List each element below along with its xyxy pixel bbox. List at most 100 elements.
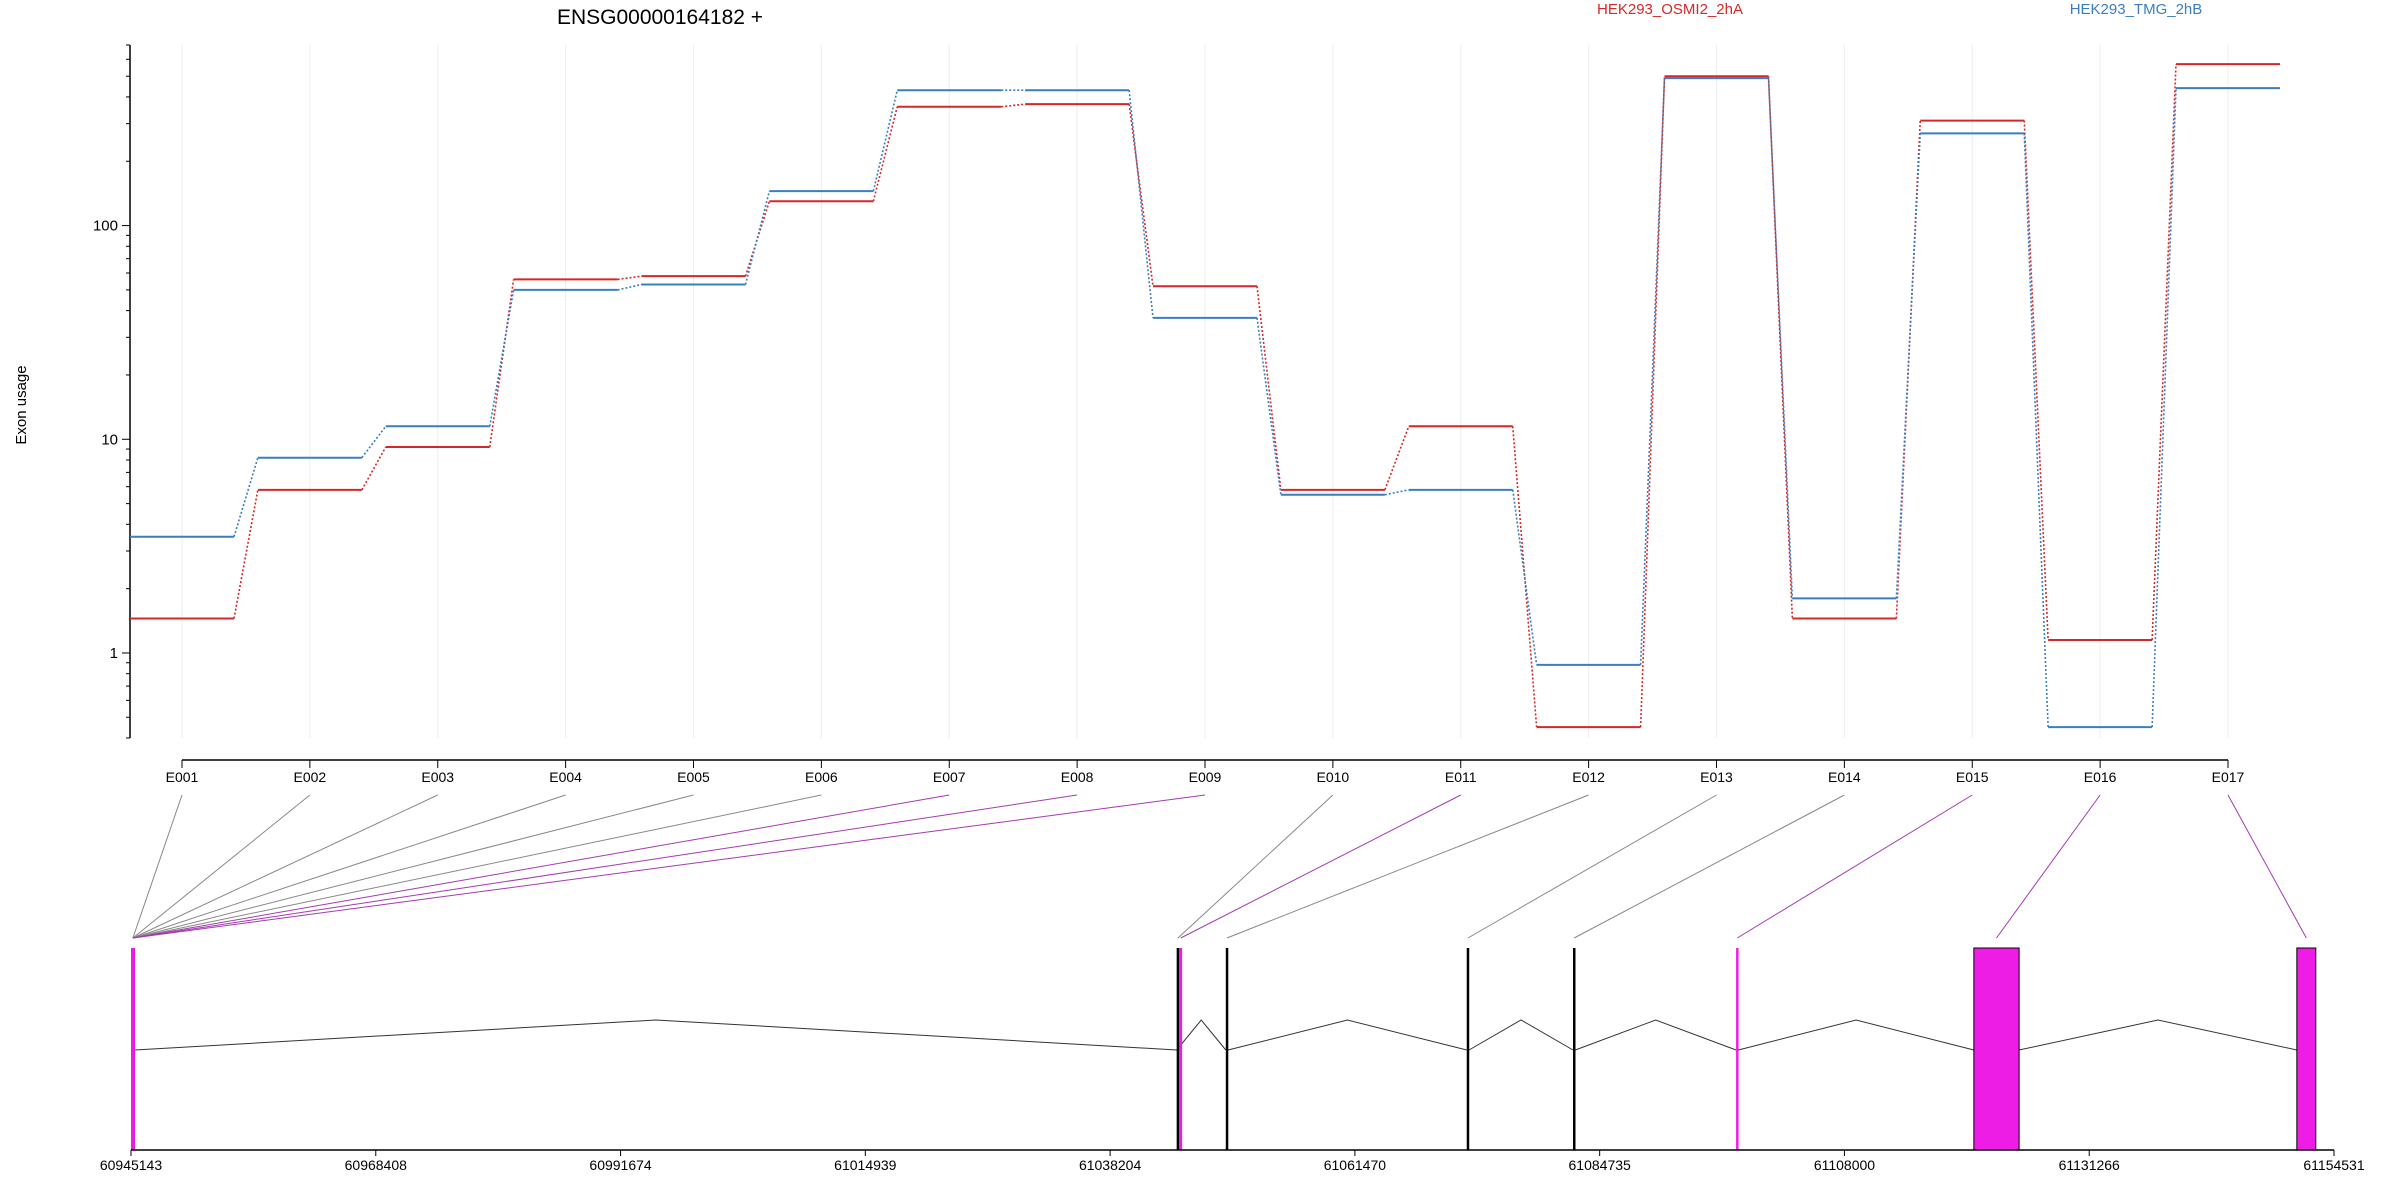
data-connector — [1001, 103, 1026, 108]
intron-arc — [1468, 1019, 1574, 1051]
x-tick-label: E013 — [1700, 769, 1733, 785]
exon-connector-lines — [132, 794, 2307, 939]
exon-connector — [132, 794, 566, 939]
intron-arc — [1176, 1019, 1227, 1051]
exon-connector — [1467, 794, 1717, 939]
y-tick-label: 100 — [93, 218, 118, 235]
series-1 — [130, 77, 2280, 729]
data-connector — [2151, 88, 2177, 728]
intron-arc — [1575, 1019, 1737, 1051]
data-connector — [1384, 426, 1410, 491]
exon-connector — [132, 794, 438, 939]
coord-tick-label: 60968408 — [345, 1157, 408, 1173]
data-connector — [1639, 78, 1666, 665]
data-connector — [233, 457, 259, 537]
x-tick-label: E011 — [1445, 769, 1477, 785]
y-tick-label: 1 — [110, 645, 118, 662]
exon-connector — [1736, 794, 1973, 939]
data-connector — [1128, 104, 1154, 287]
intron-arc — [1738, 1019, 1974, 1051]
exon-box — [1736, 948, 1739, 1150]
data-connector — [1511, 489, 1538, 665]
intron-arc — [2018, 1019, 2297, 1051]
legend-series-1: HEK293_TMG_2hB — [2070, 1, 2203, 18]
exon-box — [1466, 948, 1470, 1150]
exon-connector — [1177, 794, 1334, 939]
data-connector — [488, 289, 515, 427]
x-tick-label: E007 — [933, 769, 966, 785]
chart-title: ENSG00000164182 + — [557, 6, 763, 29]
exon-box — [1225, 948, 1229, 1150]
legend-series-0: HEK293_OSMI2_2hA — [1597, 1, 1743, 18]
x-tick-label: E015 — [1956, 769, 1989, 785]
exon-connector — [1573, 794, 1845, 939]
data-connector — [361, 446, 387, 491]
coord-tick-label: 60945143 — [100, 1157, 163, 1173]
data-connector — [872, 106, 899, 202]
data-connector — [1128, 90, 1154, 318]
x-tick-label: E004 — [549, 769, 582, 785]
y-tick-label: 10 — [101, 431, 118, 448]
y-axis-label: Exon usage — [13, 365, 30, 444]
x-tick-label: E014 — [1828, 769, 1861, 785]
exon-connector — [1996, 794, 2101, 939]
exon-box — [1176, 948, 1180, 1150]
exon-connector — [132, 794, 1206, 939]
intron-arc — [134, 1019, 1177, 1051]
coord-tick-label: 61154531 — [2303, 1157, 2364, 1173]
x-tick-label: E002 — [294, 769, 327, 785]
data-connector — [617, 283, 642, 291]
exon-box — [1973, 947, 2020, 1151]
exon-connector — [2227, 794, 2307, 939]
coord-tick-label: 61061470 — [1324, 1157, 1387, 1173]
x-axis: E001 E002 E003 E004 E005 E006 E007 E008 E009 E010… — [166, 759, 2245, 785]
x-tick-label: E005 — [677, 769, 710, 785]
coord-tick-label: 60991674 — [589, 1157, 652, 1173]
x-tick-label: E017 — [2212, 769, 2245, 785]
data-connector — [1384, 489, 1409, 496]
data-connector — [744, 190, 771, 285]
x-tick-label: E008 — [1061, 769, 1094, 785]
exon-connector — [132, 794, 694, 939]
x-tick-label: E006 — [805, 769, 838, 785]
x-tick-label: E001 — [166, 769, 199, 785]
data-connector — [1256, 317, 1282, 495]
x-tick-label: E016 — [2084, 769, 2117, 785]
data-connector — [872, 90, 899, 192]
data-connector — [2023, 120, 2049, 641]
exon-connector — [1180, 794, 1461, 939]
intron-arc — [1227, 1019, 1467, 1051]
coord-tick-label: 61131266 — [2059, 1157, 2120, 1173]
coord-tick-label: 61108000 — [1814, 1157, 1875, 1173]
data-connector — [1511, 426, 1538, 728]
y-axis: 1 10 100 — [93, 44, 131, 739]
data-connector — [361, 425, 387, 459]
exon-connector — [132, 794, 183, 939]
x-tick-label: E009 — [1189, 769, 1222, 785]
exon-box — [1179, 948, 1183, 1150]
coord-tick-label: 61038204 — [1079, 1157, 1142, 1173]
exon-box — [2296, 947, 2317, 1151]
data-connector — [1895, 133, 1922, 599]
x-tick-label: E010 — [1317, 769, 1350, 785]
exon-box — [131, 948, 135, 1150]
exon-connector — [132, 794, 822, 939]
data-connector — [488, 279, 515, 448]
data-connector — [617, 275, 642, 281]
series-lines — [130, 63, 2280, 729]
data-connector — [2023, 133, 2049, 728]
vertical-gridlines — [181, 45, 2229, 738]
exon-connector — [132, 794, 950, 939]
gene-model — [131, 947, 2317, 1151]
coord-tick-label: 61014939 — [834, 1157, 897, 1173]
data-connector — [1767, 78, 1794, 599]
exon-connector — [132, 794, 1078, 939]
x-tick-label: E003 — [421, 769, 454, 785]
data-connector — [744, 200, 771, 277]
data-connector — [1639, 76, 1666, 728]
exon-connector — [1226, 794, 1589, 939]
exon-box — [1572, 948, 1576, 1150]
data-connector — [2151, 64, 2177, 641]
exon-connector — [132, 794, 311, 939]
